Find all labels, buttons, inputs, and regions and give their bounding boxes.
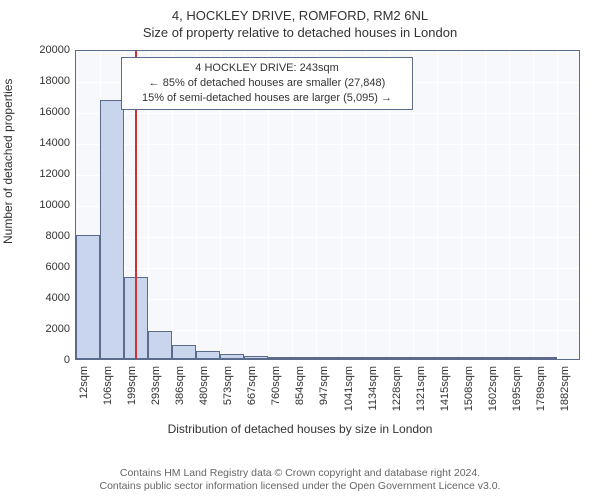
annotation-line2: ← 85% of detached houses are smaller (27…: [128, 76, 406, 91]
x-tick-label: 1321sqm: [415, 366, 427, 411]
gridline-v: [557, 51, 558, 359]
y-axis-label: Number of detached properties: [1, 79, 15, 244]
histogram-chart: Number of detached properties 4 HOCKLEY …: [0, 44, 600, 442]
x-tick-label: 947sqm: [318, 366, 330, 405]
x-tick-label: 1508sqm: [463, 366, 475, 411]
x-tick-label: 106sqm: [102, 366, 114, 405]
annotation-line3: 15% of semi-detached houses are larger (…: [128, 91, 406, 106]
x-tick-label: 1041sqm: [343, 366, 355, 411]
gridline-v: [485, 51, 486, 359]
y-tick-label: 14000: [26, 137, 70, 149]
x-tick-label: 573sqm: [222, 366, 234, 405]
x-tick-label: 12sqm: [78, 366, 90, 399]
gridline-v: [461, 51, 462, 359]
x-tick-label: 1695sqm: [511, 366, 523, 411]
x-axis-label: Distribution of detached houses by size …: [0, 422, 600, 436]
x-tick-label: 760sqm: [270, 366, 282, 405]
x-tick-label: 854sqm: [294, 366, 306, 405]
annotation-box: 4 HOCKLEY DRIVE: 243sqm← 85% of detached…: [121, 57, 413, 110]
histogram-bar: [437, 357, 461, 359]
histogram-bar: [292, 357, 316, 359]
y-tick-label: 18000: [26, 75, 70, 87]
histogram-bar: [389, 357, 413, 359]
x-tick-label: 1789sqm: [535, 366, 547, 411]
histogram-bar: [509, 357, 533, 359]
y-tick-label: 6000: [26, 261, 70, 273]
plot-area: 4 HOCKLEY DRIVE: 243sqm← 85% of detached…: [75, 50, 580, 360]
x-tick-label: 199sqm: [126, 366, 138, 405]
gridline-h: [76, 237, 579, 238]
x-tick-label: 1602sqm: [487, 366, 499, 411]
histogram-bar: [76, 235, 100, 359]
histogram-bar: [533, 357, 557, 359]
page-subtitle: Size of property relative to detached ho…: [0, 23, 600, 44]
histogram-bar: [244, 356, 268, 359]
histogram-bar: [100, 100, 124, 359]
x-tick-label: 1882sqm: [559, 366, 571, 411]
y-tick-label: 20000: [26, 44, 70, 56]
histogram-bar: [196, 351, 220, 359]
gridline-h: [76, 144, 579, 145]
gridline-h: [76, 206, 579, 207]
annotation-line1: 4 HOCKLEY DRIVE: 243sqm: [128, 61, 406, 76]
page-title: 4, HOCKLEY DRIVE, ROMFORD, RM2 6NL: [0, 0, 600, 23]
gridline-v: [509, 51, 510, 359]
y-tick-label: 12000: [26, 168, 70, 180]
x-tick-label: 480sqm: [198, 366, 210, 405]
y-tick-label: 16000: [26, 106, 70, 118]
histogram-bar: [220, 354, 244, 359]
x-tick-label: 667sqm: [246, 366, 258, 405]
gridline-h: [76, 299, 579, 300]
gridline-h: [76, 268, 579, 269]
histogram-bar: [365, 357, 389, 359]
footer-attribution: Contains HM Land Registry data © Crown c…: [0, 467, 600, 494]
footer-line2: Contains public sector information licen…: [0, 480, 600, 494]
histogram-bar: [461, 357, 485, 359]
footer-line1: Contains HM Land Registry data © Crown c…: [0, 467, 600, 481]
y-tick-label: 4000: [26, 292, 70, 304]
x-tick-label: 293sqm: [150, 366, 162, 405]
histogram-bar: [341, 357, 365, 359]
x-tick-label: 386sqm: [174, 366, 186, 405]
histogram-bar: [413, 357, 437, 359]
histogram-bar: [485, 357, 509, 359]
histogram-bar: [268, 357, 292, 359]
gridline-h: [76, 175, 579, 176]
histogram-bar: [172, 345, 196, 359]
x-tick-label: 1415sqm: [439, 366, 451, 411]
gridline-h: [76, 113, 579, 114]
gridline-v: [437, 51, 438, 359]
x-tick-label: 1228sqm: [391, 366, 403, 411]
histogram-bar: [148, 331, 172, 359]
histogram-bar: [316, 357, 340, 359]
y-tick-label: 2000: [26, 323, 70, 335]
y-tick-label: 0: [26, 354, 70, 366]
y-tick-label: 8000: [26, 230, 70, 242]
gridline-v: [533, 51, 534, 359]
y-tick-label: 10000: [26, 199, 70, 211]
x-tick-label: 1134sqm: [367, 366, 379, 410]
